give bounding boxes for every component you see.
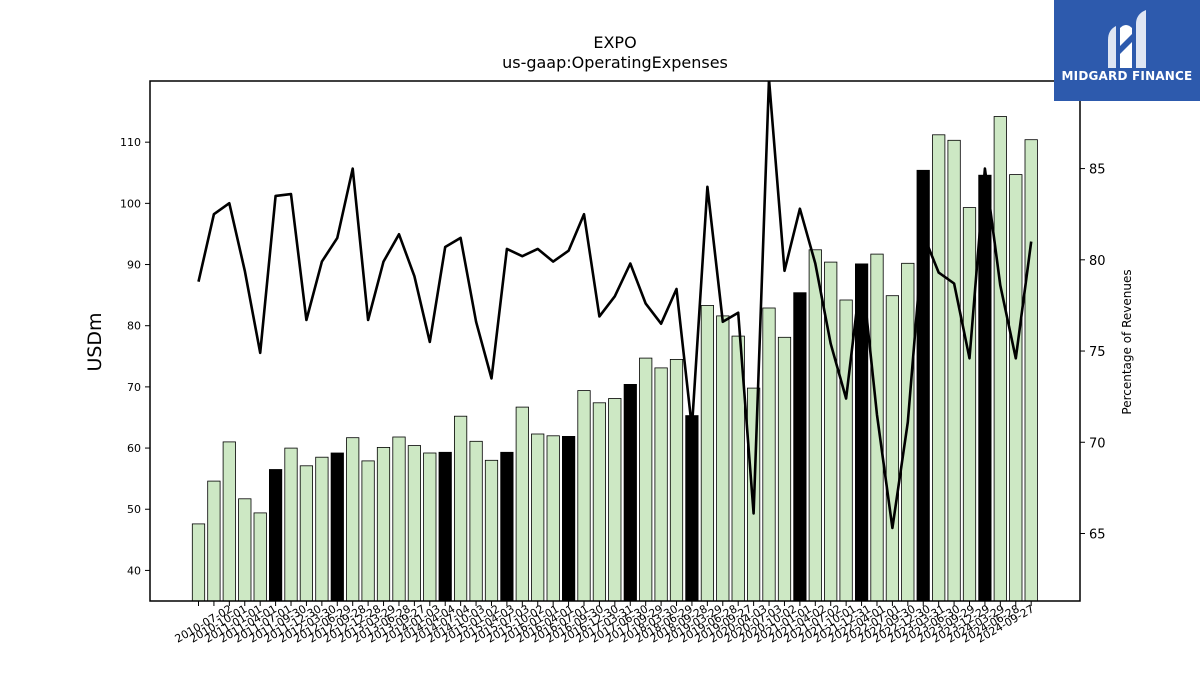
bar	[685, 415, 699, 601]
bar	[608, 398, 622, 601]
bar	[839, 299, 853, 601]
bar	[346, 437, 360, 601]
bar	[592, 402, 607, 601]
bar	[793, 292, 807, 601]
bar	[947, 139, 961, 601]
bar	[762, 307, 776, 601]
y-tick-label: 60	[127, 442, 141, 455]
bar	[268, 469, 283, 601]
y2-axis-label: Percentage of Revenues	[1120, 269, 1134, 414]
bar	[870, 253, 884, 601]
bar	[978, 174, 992, 601]
bar	[484, 459, 499, 601]
bars-layer	[191, 116, 1038, 601]
bar	[453, 415, 468, 601]
midgard-finance-logo: MIDGARD FINANCE	[1054, 0, 1200, 101]
bar	[716, 315, 730, 601]
bar	[654, 367, 668, 601]
bar	[577, 390, 591, 601]
bar	[515, 406, 529, 601]
bar	[731, 335, 745, 601]
bar	[546, 435, 560, 601]
y-tick-label: 70	[127, 381, 141, 394]
bar	[1024, 139, 1038, 601]
ticks-layer: 40506070809010011065707580852010-07-0220…	[120, 136, 1106, 645]
y2-tick-label: 70	[1089, 436, 1106, 451]
y-axis-label: USDm	[84, 312, 106, 371]
bar	[855, 263, 869, 601]
bar	[562, 435, 576, 601]
chart-subtitle: us-gaap:OperatingExpenses	[502, 53, 728, 72]
y-tick-label: 90	[127, 259, 141, 272]
bar	[932, 134, 946, 601]
bar	[623, 383, 637, 601]
bar	[330, 452, 344, 601]
bar	[885, 295, 900, 601]
bar	[993, 116, 1007, 601]
bar	[639, 357, 653, 601]
bar	[253, 512, 267, 601]
y2-tick-label: 80	[1089, 254, 1106, 269]
bar	[361, 460, 375, 601]
y2-tick-label: 75	[1089, 345, 1106, 360]
y-tick-label: 100	[120, 197, 141, 210]
logo-text: MIDGARD FINANCE	[1061, 69, 1193, 83]
bar	[438, 451, 452, 601]
y-tick-label: 110	[120, 136, 141, 149]
bar	[407, 445, 422, 601]
bar	[531, 433, 545, 601]
bar	[376, 446, 391, 601]
bar	[1009, 174, 1023, 601]
y-tick-label: 50	[127, 503, 141, 516]
bar	[469, 440, 483, 601]
bar	[500, 451, 514, 601]
logo-mark-icon	[1108, 10, 1146, 68]
bar	[191, 523, 206, 601]
bar	[222, 441, 236, 601]
bar	[962, 207, 977, 601]
chart-title: EXPO	[593, 33, 636, 52]
percentage-line	[197, 81, 1033, 530]
bar	[824, 261, 838, 601]
bar	[423, 452, 437, 601]
bar	[238, 498, 252, 601]
bar	[284, 447, 298, 601]
bar	[207, 480, 221, 601]
y-tick-label: 80	[127, 320, 141, 333]
bar	[901, 262, 915, 601]
bar	[299, 465, 314, 601]
bar	[700, 305, 715, 601]
line-layer	[197, 81, 1033, 530]
bar	[315, 456, 329, 601]
bar	[777, 336, 792, 601]
bar	[669, 358, 684, 601]
y2-tick-label: 65	[1089, 527, 1106, 542]
y-tick-label: 40	[127, 564, 141, 577]
bar	[808, 249, 822, 601]
bar	[392, 436, 406, 601]
y2-tick-label: 85	[1089, 163, 1106, 178]
